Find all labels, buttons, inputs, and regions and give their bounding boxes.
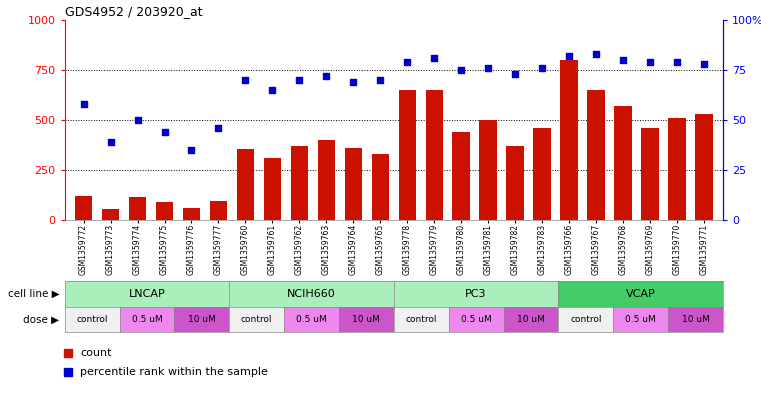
Bar [696,114,713,220]
Text: PC3: PC3 [465,289,487,299]
Point [698,61,710,67]
Text: cell line ▶: cell line ▶ [8,289,59,299]
Text: 10 uM: 10 uM [517,315,545,324]
Bar [102,209,119,220]
Bar [75,196,92,220]
Text: 0.5 uM: 0.5 uM [460,315,492,324]
Point [455,67,467,73]
Text: control: control [76,315,108,324]
Point [240,77,252,83]
Point [509,71,521,77]
Text: 0.5 uM: 0.5 uM [132,315,162,324]
Bar [507,146,524,220]
Bar [129,197,146,220]
Bar [156,202,174,220]
Point [320,73,333,79]
Point [266,87,279,93]
Text: control: control [406,315,437,324]
Bar [587,90,605,220]
Bar [642,128,659,220]
Bar [210,201,228,220]
Point [428,55,441,61]
Bar [371,154,389,220]
Bar [291,146,308,220]
Text: NCIH660: NCIH660 [287,289,336,299]
Bar [533,128,551,220]
Text: 0.5 uM: 0.5 uM [296,315,327,324]
Bar [183,208,200,220]
Bar [345,148,362,220]
Text: 10 uM: 10 uM [682,315,709,324]
Point [347,79,359,85]
Point [482,64,495,71]
Point [104,139,116,145]
Text: 10 uM: 10 uM [188,315,216,324]
Text: control: control [570,315,601,324]
Text: GDS4952 / 203920_at: GDS4952 / 203920_at [65,6,202,18]
Point [212,125,224,131]
Bar [399,90,416,220]
Text: percentile rank within the sample: percentile rank within the sample [80,367,268,377]
Point [590,51,602,57]
Point [671,59,683,65]
Point [78,101,90,107]
Bar [263,158,281,220]
Text: dose ▶: dose ▶ [24,314,59,324]
Point [186,147,198,153]
Point [374,77,387,83]
Point [401,59,413,65]
Point [536,64,548,71]
Bar [453,132,470,220]
Bar [479,120,497,220]
Text: LNCAP: LNCAP [129,289,165,299]
Text: count: count [80,348,111,358]
Point [617,57,629,63]
Point [293,77,305,83]
Point [563,53,575,59]
Bar [668,118,686,220]
Point [644,59,656,65]
Bar [560,60,578,220]
Bar [614,106,632,220]
Bar [237,149,254,220]
Text: control: control [241,315,272,324]
Text: 0.5 uM: 0.5 uM [626,315,656,324]
Point [158,129,170,135]
Text: 10 uM: 10 uM [352,315,380,324]
Text: VCAP: VCAP [626,289,655,299]
Bar [317,140,335,220]
Bar [425,90,443,220]
Point [132,117,144,123]
